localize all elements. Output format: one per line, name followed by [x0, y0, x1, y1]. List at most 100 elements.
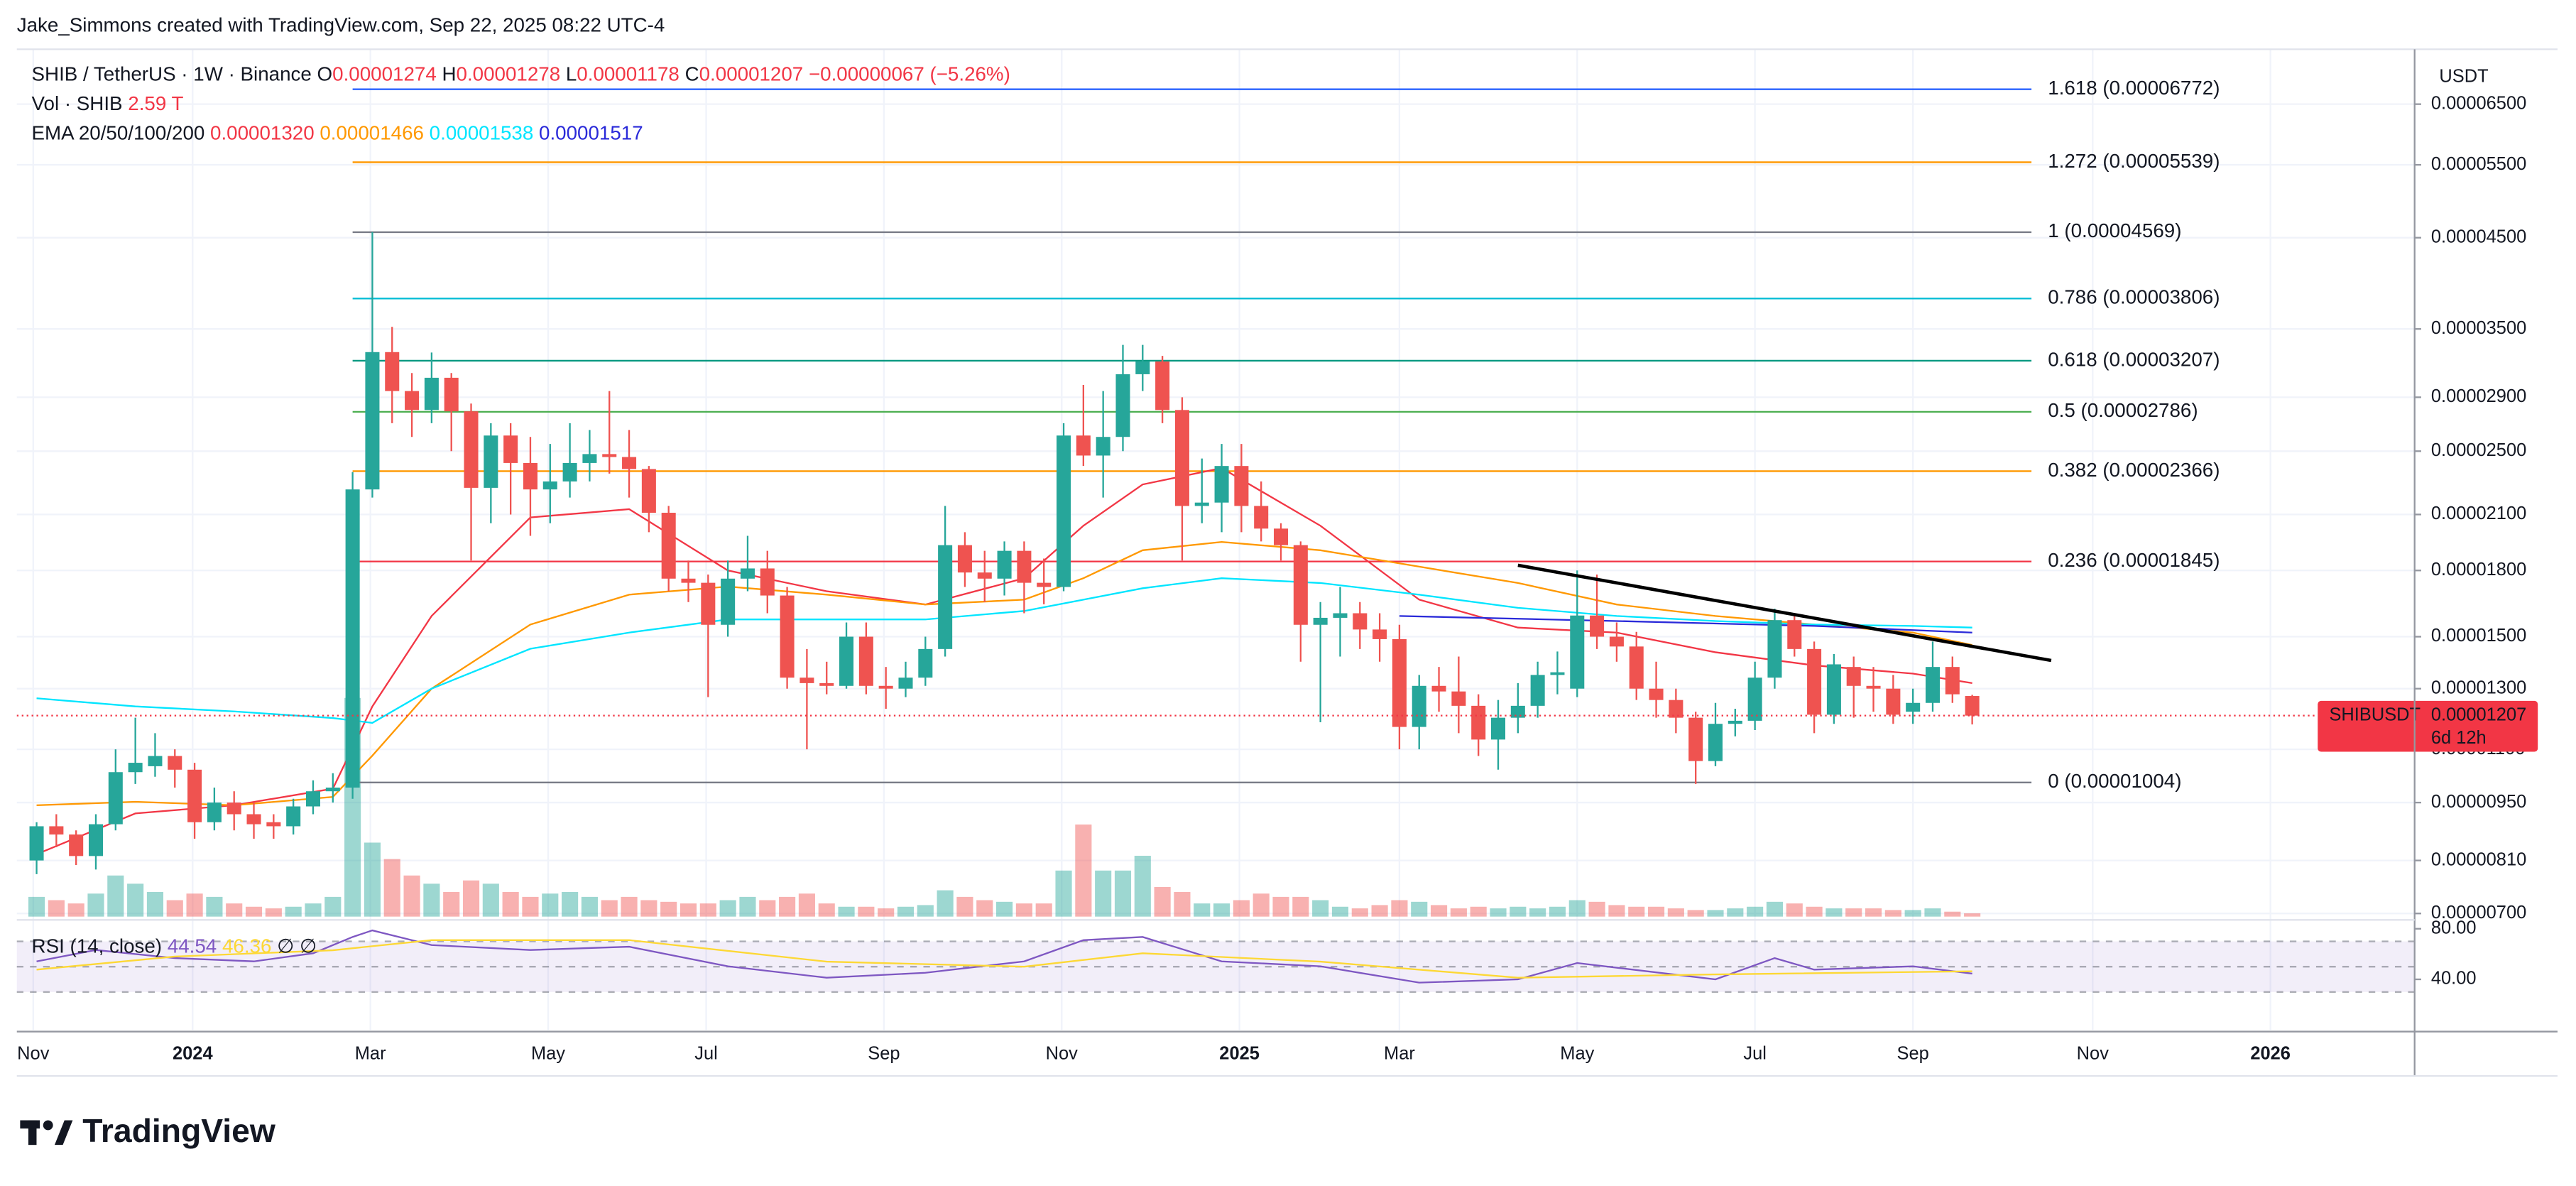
candle-body [1807, 648, 1822, 715]
candle-body [1550, 672, 1565, 675]
fib-label: 0.236 (0.00001845) [2048, 549, 2220, 571]
volume-bar [226, 903, 243, 917]
volume-bar [1272, 896, 1289, 917]
h-letter: H [442, 63, 456, 85]
volume-bar [818, 903, 835, 917]
x-tick-label: Nov [1046, 1044, 1079, 1064]
volume-bar [1806, 906, 1823, 917]
volume-bar [542, 893, 559, 917]
candle-body [1866, 685, 1881, 689]
logo: TradingView [20, 1112, 276, 1149]
volume-bar [1747, 906, 1764, 917]
candle-body [819, 682, 834, 686]
attribution: Jake_Simmons created with TradingView.co… [17, 13, 665, 36]
volume-bar [383, 859, 400, 917]
volume-bar [1766, 901, 1784, 917]
volume-bar [897, 906, 915, 917]
fib-label: 0.5 (0.00002786) [2048, 399, 2198, 421]
x-tick-label: Sep [868, 1044, 900, 1064]
legend-volume: Vol · SHIB 2.59 T [32, 92, 184, 114]
candle-body [69, 834, 84, 856]
volume-bar [759, 900, 776, 917]
volume-bar [719, 900, 736, 917]
volume-bar [1924, 908, 1941, 917]
volume-bar [1430, 905, 1448, 917]
candle-body [1155, 361, 1170, 410]
volume-bar [206, 896, 223, 917]
candle-body [602, 454, 617, 457]
candle-body [918, 648, 933, 678]
volume-bar [1529, 908, 1546, 917]
candle-body [1076, 435, 1091, 456]
volume-bar [462, 880, 480, 917]
volume-bar [1884, 910, 1901, 917]
volume-bar [305, 903, 322, 917]
volume-bar [838, 906, 855, 917]
ema-line [1399, 615, 1972, 633]
candle-body [1787, 620, 1802, 649]
rsi-extra: ∅ ∅ [277, 935, 317, 957]
volume-bar [1865, 908, 1882, 917]
symbol-title: SHIB / TetherUS · 1W · Binance [32, 63, 312, 85]
volume-bar [937, 890, 954, 917]
currency-label: USDT [2439, 66, 2488, 86]
y-tick-label: 0.00002100 [2431, 504, 2526, 523]
candle-body [1965, 696, 1980, 716]
volume-bar [1213, 903, 1230, 917]
volume-bar [364, 842, 381, 917]
volume-bar [1312, 900, 1329, 917]
volume-bar [502, 891, 519, 917]
y-tick-label: 0.00000700 [2431, 903, 2526, 923]
candle-body [207, 803, 222, 822]
candle-body [858, 636, 873, 686]
candle-body [1945, 667, 1960, 695]
candle-body [898, 678, 913, 689]
y-tick-label: 0.00001800 [2431, 560, 2526, 580]
candle-body [839, 636, 854, 686]
rsi-value: 46.36 [222, 935, 271, 957]
rsi-title: RSI (14, close) [32, 935, 163, 957]
volume-bar [1510, 906, 1527, 917]
legend-ema: EMA 20/50/100/200 0.00001320 0.00001466 … [32, 122, 643, 144]
candle-body [1747, 678, 1762, 721]
volume-bar [1490, 908, 1507, 917]
x-tick-label: Nov [17, 1044, 50, 1064]
x-tick-label: 2024 [173, 1044, 213, 1064]
price-tag-symbol: SHIBUSDT [2329, 704, 2421, 724]
volume-bar [601, 900, 618, 917]
volume-bar [1252, 893, 1270, 917]
volume-bar [1292, 896, 1309, 917]
rsi-value: 44.54 [168, 935, 217, 957]
volume-bar [1035, 903, 1052, 917]
volume-bar [996, 901, 1013, 917]
volume-bar [324, 896, 342, 917]
fib-label: 1.272 (0.00005539) [2048, 150, 2220, 172]
volume-bar [522, 896, 539, 917]
candle-body [128, 763, 143, 773]
volume-bar [1331, 906, 1349, 917]
candle-body [1372, 629, 1387, 639]
volume-bar [878, 908, 895, 917]
candle-body [305, 791, 320, 807]
y-tick-label: 0.00004500 [2431, 227, 2526, 246]
candle-body [405, 391, 420, 410]
y-tick-label: 0.00000810 [2431, 849, 2526, 869]
volume-bar [1055, 870, 1072, 917]
candle-body [1609, 636, 1624, 647]
candle-body [701, 582, 716, 625]
volume-bar [956, 896, 973, 917]
candle-body [1629, 646, 1644, 689]
candle-body [1274, 528, 1289, 545]
candle-body [1767, 620, 1782, 678]
candle-body [1708, 724, 1723, 761]
candle-body [542, 481, 557, 490]
volume-bar [660, 901, 677, 917]
candle-body [484, 435, 498, 488]
candle-body [957, 545, 972, 573]
x-tick-label: Jul [694, 1044, 718, 1064]
volume-bar [1904, 910, 1921, 917]
volume-bar [798, 893, 815, 917]
volume-bar [1727, 908, 1744, 917]
logo-text: TradingView [82, 1112, 276, 1149]
